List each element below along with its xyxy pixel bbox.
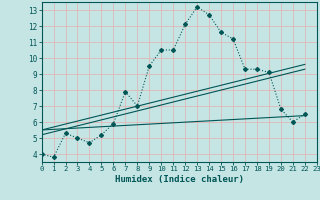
X-axis label: Humidex (Indice chaleur): Humidex (Indice chaleur) <box>115 175 244 184</box>
